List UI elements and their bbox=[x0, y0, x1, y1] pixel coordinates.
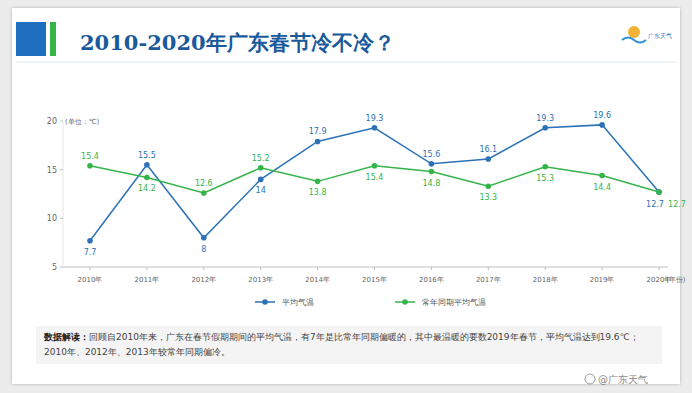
x-tick bbox=[602, 267, 603, 270]
x-tick bbox=[146, 267, 147, 270]
series-point bbox=[258, 177, 264, 183]
series-point bbox=[429, 161, 435, 167]
x-tick bbox=[545, 267, 546, 270]
x-axis-line bbox=[63, 267, 668, 268]
plot-area bbox=[87, 122, 662, 243]
legend-marker bbox=[262, 299, 268, 305]
x-tick-label: 2012年 bbox=[191, 276, 216, 284]
x-tick bbox=[260, 267, 261, 270]
y-tick bbox=[60, 218, 63, 219]
data-label: 13.3 bbox=[479, 193, 497, 202]
watermark: @广东天气 bbox=[598, 374, 648, 385]
x-tick-label: 2011年 bbox=[134, 276, 159, 284]
series-point bbox=[486, 156, 492, 162]
note-text: 回顾自2010年来，广东在春节假期期间的平均气温，有7年是比常年同期偏暖的，其中… bbox=[44, 332, 639, 357]
x-tick-label: 2016年 bbox=[419, 276, 444, 284]
series-point bbox=[201, 235, 207, 241]
y-tick bbox=[60, 267, 63, 268]
x-tick-label: 2014年 bbox=[305, 276, 330, 284]
y-tick bbox=[60, 169, 63, 170]
y-tick-label: 20 bbox=[47, 117, 57, 126]
series-point bbox=[87, 163, 93, 169]
series-point bbox=[542, 164, 548, 170]
data-label: 19.6 bbox=[593, 111, 611, 120]
header-stripe bbox=[50, 22, 56, 56]
legend-label: 平均气温 bbox=[282, 298, 314, 307]
x-tick bbox=[203, 267, 204, 270]
data-label: 15.4 bbox=[81, 152, 99, 161]
data-label: 16.1 bbox=[479, 145, 497, 154]
data-label: 14.4 bbox=[593, 183, 611, 192]
data-label: 15.5 bbox=[138, 151, 156, 160]
series-point bbox=[144, 162, 150, 168]
series-point bbox=[201, 190, 207, 196]
data-label: 15.3 bbox=[536, 174, 554, 183]
x-tick bbox=[659, 267, 660, 270]
series-point bbox=[372, 163, 378, 169]
x-tick-label: 2019年 bbox=[590, 276, 615, 284]
series-point bbox=[656, 189, 662, 195]
data-label: 17.9 bbox=[309, 127, 327, 136]
series-line bbox=[90, 166, 659, 193]
legend-marker bbox=[402, 299, 408, 305]
series-line bbox=[90, 125, 659, 241]
series-point bbox=[315, 139, 321, 145]
data-label: 19.3 bbox=[366, 114, 384, 123]
series-point bbox=[258, 165, 264, 171]
series-point bbox=[486, 183, 492, 189]
logo-text: 广东天气 bbox=[648, 32, 672, 39]
header-rule bbox=[16, 62, 676, 63]
data-label: 15.2 bbox=[252, 154, 270, 163]
series-point bbox=[542, 125, 548, 131]
data-label: 15.4 bbox=[366, 173, 384, 182]
y-tick-label: 10 bbox=[47, 214, 57, 223]
title: 2010-2020年广东春节冷不冷？ bbox=[80, 30, 395, 55]
series-point bbox=[87, 238, 93, 244]
data-label: 15.6 bbox=[422, 150, 440, 159]
x-tick-label: 2015年 bbox=[362, 276, 387, 284]
series-point bbox=[429, 169, 435, 175]
x-tick-label: 2010年 bbox=[78, 276, 103, 284]
note-title: 数据解读： bbox=[44, 332, 89, 342]
x-tick bbox=[431, 267, 432, 270]
data-label: 7.7 bbox=[84, 248, 97, 257]
data-label: 19.3 bbox=[536, 114, 554, 123]
data-label: 14 bbox=[256, 186, 266, 195]
data-label: 8 bbox=[201, 245, 206, 254]
series-point bbox=[656, 189, 662, 195]
series-point bbox=[599, 122, 605, 128]
y-tick-label: 5 bbox=[52, 263, 57, 272]
y-tick bbox=[60, 121, 63, 122]
y-axis-label: (单位：℃) bbox=[65, 118, 100, 126]
y-tick-label: 15 bbox=[47, 166, 57, 175]
watermark-icon bbox=[585, 374, 595, 384]
logo-wave bbox=[622, 38, 646, 43]
data-label: 12.7 bbox=[646, 200, 664, 209]
x-tick bbox=[488, 267, 489, 270]
note: 数据解读：回顾自2010年来，广东在春节假期期间的平均气温，有7年是比常年同期偏… bbox=[36, 326, 662, 364]
x-tick bbox=[90, 267, 91, 270]
x-tick-label: 2017年 bbox=[476, 276, 501, 284]
data-label: 14.2 bbox=[138, 184, 156, 193]
y-axis-line bbox=[63, 121, 64, 267]
series-point bbox=[372, 125, 378, 131]
data-label: 12.6 bbox=[195, 179, 213, 188]
x-tick bbox=[374, 267, 375, 270]
x-tick-label: 2018年 bbox=[533, 276, 558, 284]
x-tick bbox=[317, 267, 318, 270]
legend-label: 常年同期平均气温 bbox=[422, 298, 486, 307]
logo-sun bbox=[628, 26, 640, 38]
header-block bbox=[16, 22, 46, 56]
x-axis-label: (年份) bbox=[666, 276, 686, 284]
series-point bbox=[315, 179, 321, 185]
data-label: 14.8 bbox=[422, 179, 440, 188]
data-label: 12.7 bbox=[668, 200, 686, 209]
x-tick-label: 2013年 bbox=[248, 276, 273, 284]
series-point bbox=[144, 175, 150, 181]
series-point bbox=[599, 173, 605, 179]
data-label: 13.8 bbox=[309, 188, 327, 197]
